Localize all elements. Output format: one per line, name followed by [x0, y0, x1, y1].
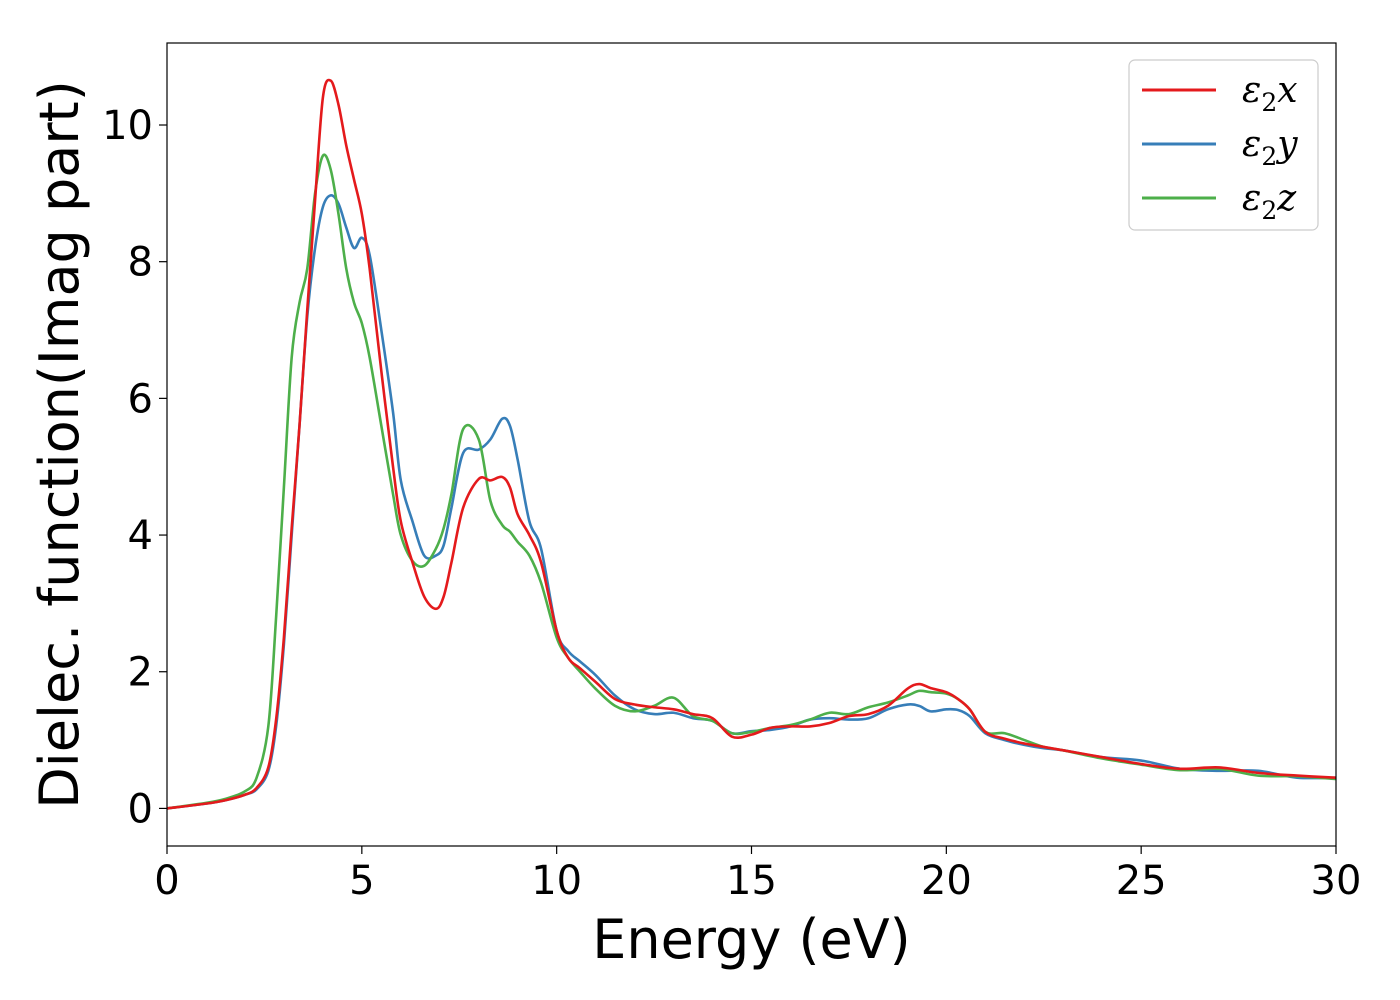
legend-label-suffix: y — [1275, 124, 1298, 165]
legend-box — [1128, 59, 1319, 231]
series-line-x — [167, 78, 1336, 810]
x-tick-label: 25 — [1116, 858, 1167, 904]
x-tick-label: 20 — [921, 858, 972, 904]
legend-label-subscript: 2 — [1261, 88, 1277, 117]
legend-label-base: ε — [1242, 70, 1261, 111]
x-tick-label: 15 — [726, 858, 777, 904]
y-tick-label: 6 — [128, 376, 153, 422]
y-axis-title: Dielec. function(Imag part) — [28, 80, 91, 809]
y-axis: 0 2 4 6 8 10 — [102, 103, 167, 832]
x-tick-label: 30 — [1311, 858, 1362, 904]
y-tick-label: 4 — [128, 513, 153, 559]
y-tick-label: 2 — [128, 650, 153, 696]
series-layer — [167, 78, 1336, 810]
y-tick-label: 0 — [128, 786, 153, 832]
legend-label-base: ε — [1242, 124, 1261, 165]
legend-label-y: ε2y — [1242, 124, 1298, 171]
legend-label-x: ε2x — [1242, 70, 1298, 117]
x-axis: 0 5 10 15 20 25 30 — [154, 846, 1361, 904]
legend-label-suffix: z — [1276, 178, 1297, 219]
legend-label-base: ε — [1242, 178, 1261, 219]
x-axis-title: Energy (eV) — [592, 908, 911, 971]
y-tick-label: 8 — [128, 240, 153, 286]
legend-label-z: ε2z — [1242, 178, 1297, 225]
y-tick-label: 10 — [102, 103, 153, 149]
legend-label-suffix: x — [1277, 70, 1297, 111]
x-tick-label: 10 — [531, 858, 582, 904]
x-tick-label: 5 — [349, 858, 374, 904]
legend-label-subscript: 2 — [1261, 142, 1277, 171]
legend-label-subscript: 2 — [1261, 196, 1277, 225]
x-tick-label: 0 — [154, 858, 179, 904]
